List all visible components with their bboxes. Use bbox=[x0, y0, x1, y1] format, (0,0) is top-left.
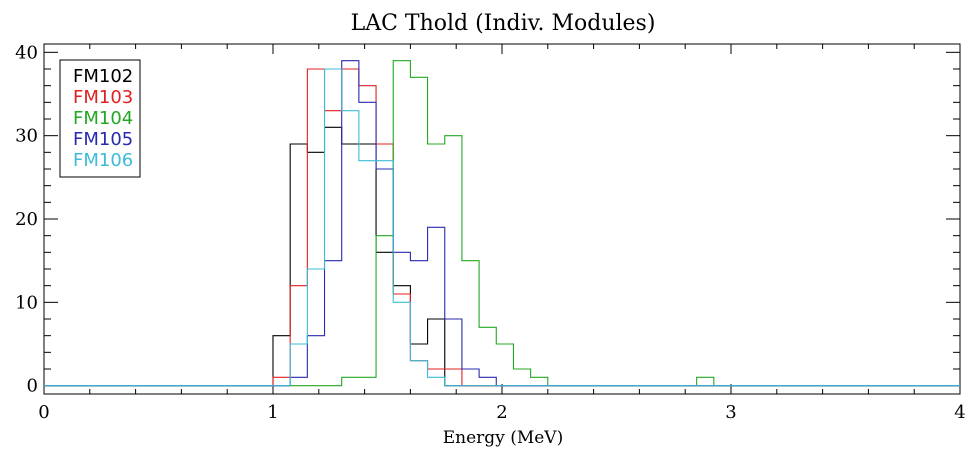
x-tick-label: 4 bbox=[954, 402, 965, 423]
y-tick-label: 10 bbox=[15, 292, 38, 313]
series-line-fm105 bbox=[44, 60, 960, 387]
y-tick-label: 20 bbox=[15, 209, 38, 230]
x-axis-label: Energy (MeV) bbox=[443, 428, 563, 448]
series-line-fm103 bbox=[44, 68, 960, 387]
series-line-fm104 bbox=[44, 60, 960, 387]
series-line-fm106 bbox=[44, 68, 960, 387]
legend-entry-fm104: FM104 bbox=[73, 108, 133, 129]
x-tick-label: 1 bbox=[267, 402, 278, 423]
y-tick-label: 0 bbox=[27, 376, 38, 397]
legend-box bbox=[59, 59, 141, 178]
legend-entry-fm102: FM102 bbox=[73, 66, 133, 87]
legend-entry-fm103: FM103 bbox=[73, 87, 133, 108]
chart-title: LAC Thold (Indiv. Modules) bbox=[351, 11, 656, 36]
x-tick-label: 0 bbox=[38, 402, 49, 423]
plot-frame bbox=[43, 43, 961, 395]
legend-entry-fm105: FM105 bbox=[73, 129, 133, 150]
x-tick-label: 3 bbox=[725, 402, 736, 423]
x-tick-label: 2 bbox=[496, 402, 507, 423]
legend-entry-fm106: FM106 bbox=[73, 150, 133, 171]
y-tick-label: 30 bbox=[15, 126, 38, 147]
series-line-fm102 bbox=[44, 126, 960, 387]
y-tick-label: 40 bbox=[15, 42, 38, 63]
series-group bbox=[44, 60, 960, 387]
